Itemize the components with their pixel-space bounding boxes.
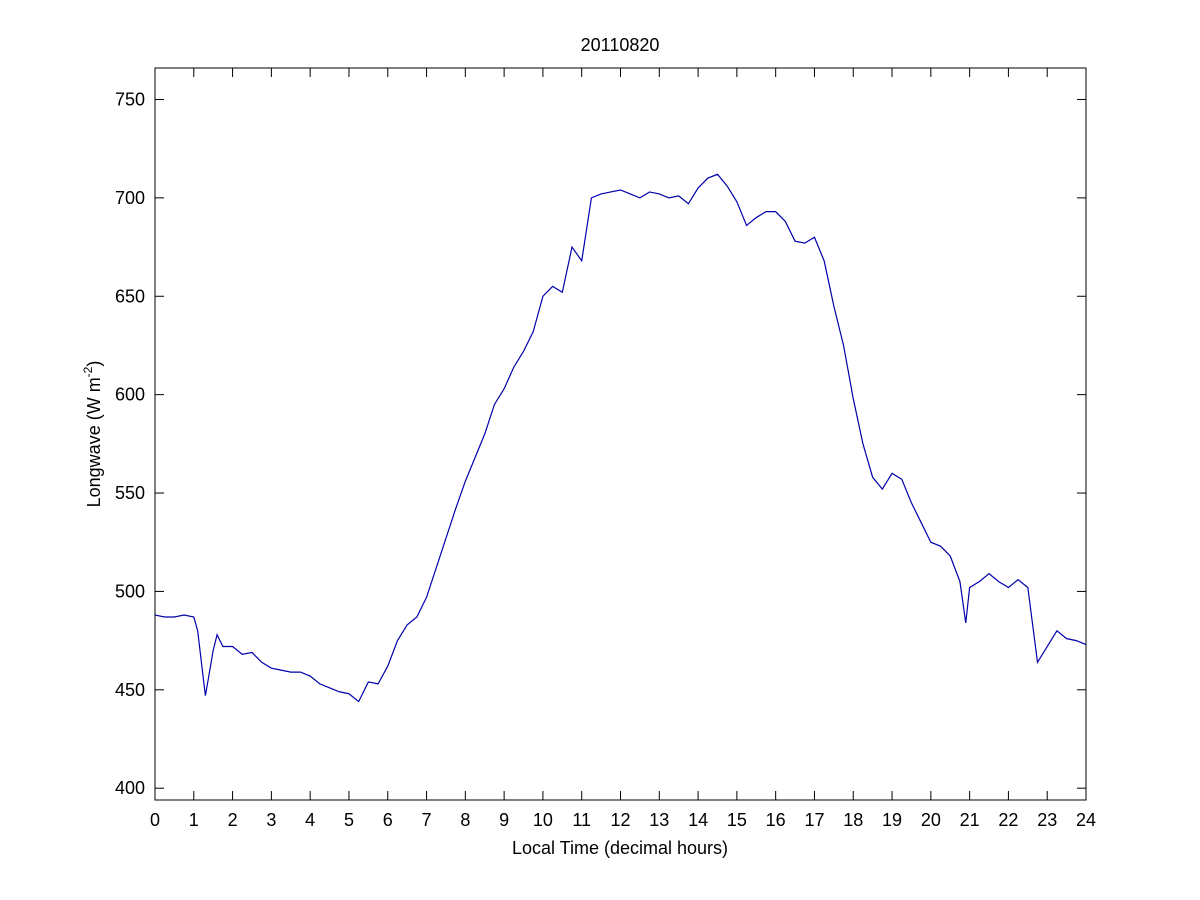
x-tick-label: 17 xyxy=(804,810,824,830)
data-line xyxy=(154,173,1087,703)
x-tick-label: 11 xyxy=(572,810,591,830)
y-axis-label: Longwave (W m-2) xyxy=(81,361,104,508)
x-tick-label: 7 xyxy=(422,810,432,830)
x-tick-label: 24 xyxy=(1076,810,1096,830)
x-tick-label: 19 xyxy=(882,810,902,830)
y-tick-label: 600 xyxy=(115,385,145,405)
y-tick-label: 500 xyxy=(115,581,145,601)
x-tick-label: 22 xyxy=(998,810,1018,830)
x-tick-label: 3 xyxy=(266,810,276,830)
x-tick-label: 12 xyxy=(610,810,630,830)
y-tick-label: 650 xyxy=(115,286,145,306)
x-tick-label: 0 xyxy=(150,810,160,830)
x-tick-label: 20 xyxy=(921,810,941,830)
x-tick-label: 13 xyxy=(649,810,669,830)
x-tick-label: 8 xyxy=(460,810,470,830)
x-tick-label: 1 xyxy=(189,810,199,830)
x-tick-label: 5 xyxy=(344,810,354,830)
x-axis-label: Local Time (decimal hours) xyxy=(512,838,728,858)
x-tick-label: 23 xyxy=(1037,810,1057,830)
x-tick-label: 9 xyxy=(499,810,509,830)
x-tick-label: 18 xyxy=(843,810,863,830)
x-tick-label: 10 xyxy=(533,810,553,830)
x-tick-label: 14 xyxy=(688,810,708,830)
x-tick-label: 2 xyxy=(228,810,238,830)
x-tick-label: 6 xyxy=(383,810,393,830)
y-tick-label: 400 xyxy=(115,778,145,798)
x-tick-label: 15 xyxy=(727,810,747,830)
y-tick-label: 550 xyxy=(115,483,145,503)
x-tick-label: 4 xyxy=(305,810,315,830)
y-tick-label: 450 xyxy=(115,680,145,700)
y-label-sup: -2 xyxy=(81,366,95,377)
x-tick-label: 16 xyxy=(766,810,786,830)
y-tick-label: 750 xyxy=(115,89,145,109)
chart-title: 20110820 xyxy=(581,35,660,55)
y-label-text: Longwave (W m xyxy=(84,377,104,507)
x-tick-label: 21 xyxy=(960,810,980,830)
plot-area xyxy=(154,67,1087,801)
y-tick-label: 700 xyxy=(115,188,145,208)
y-label-suffix: ) xyxy=(84,361,104,367)
